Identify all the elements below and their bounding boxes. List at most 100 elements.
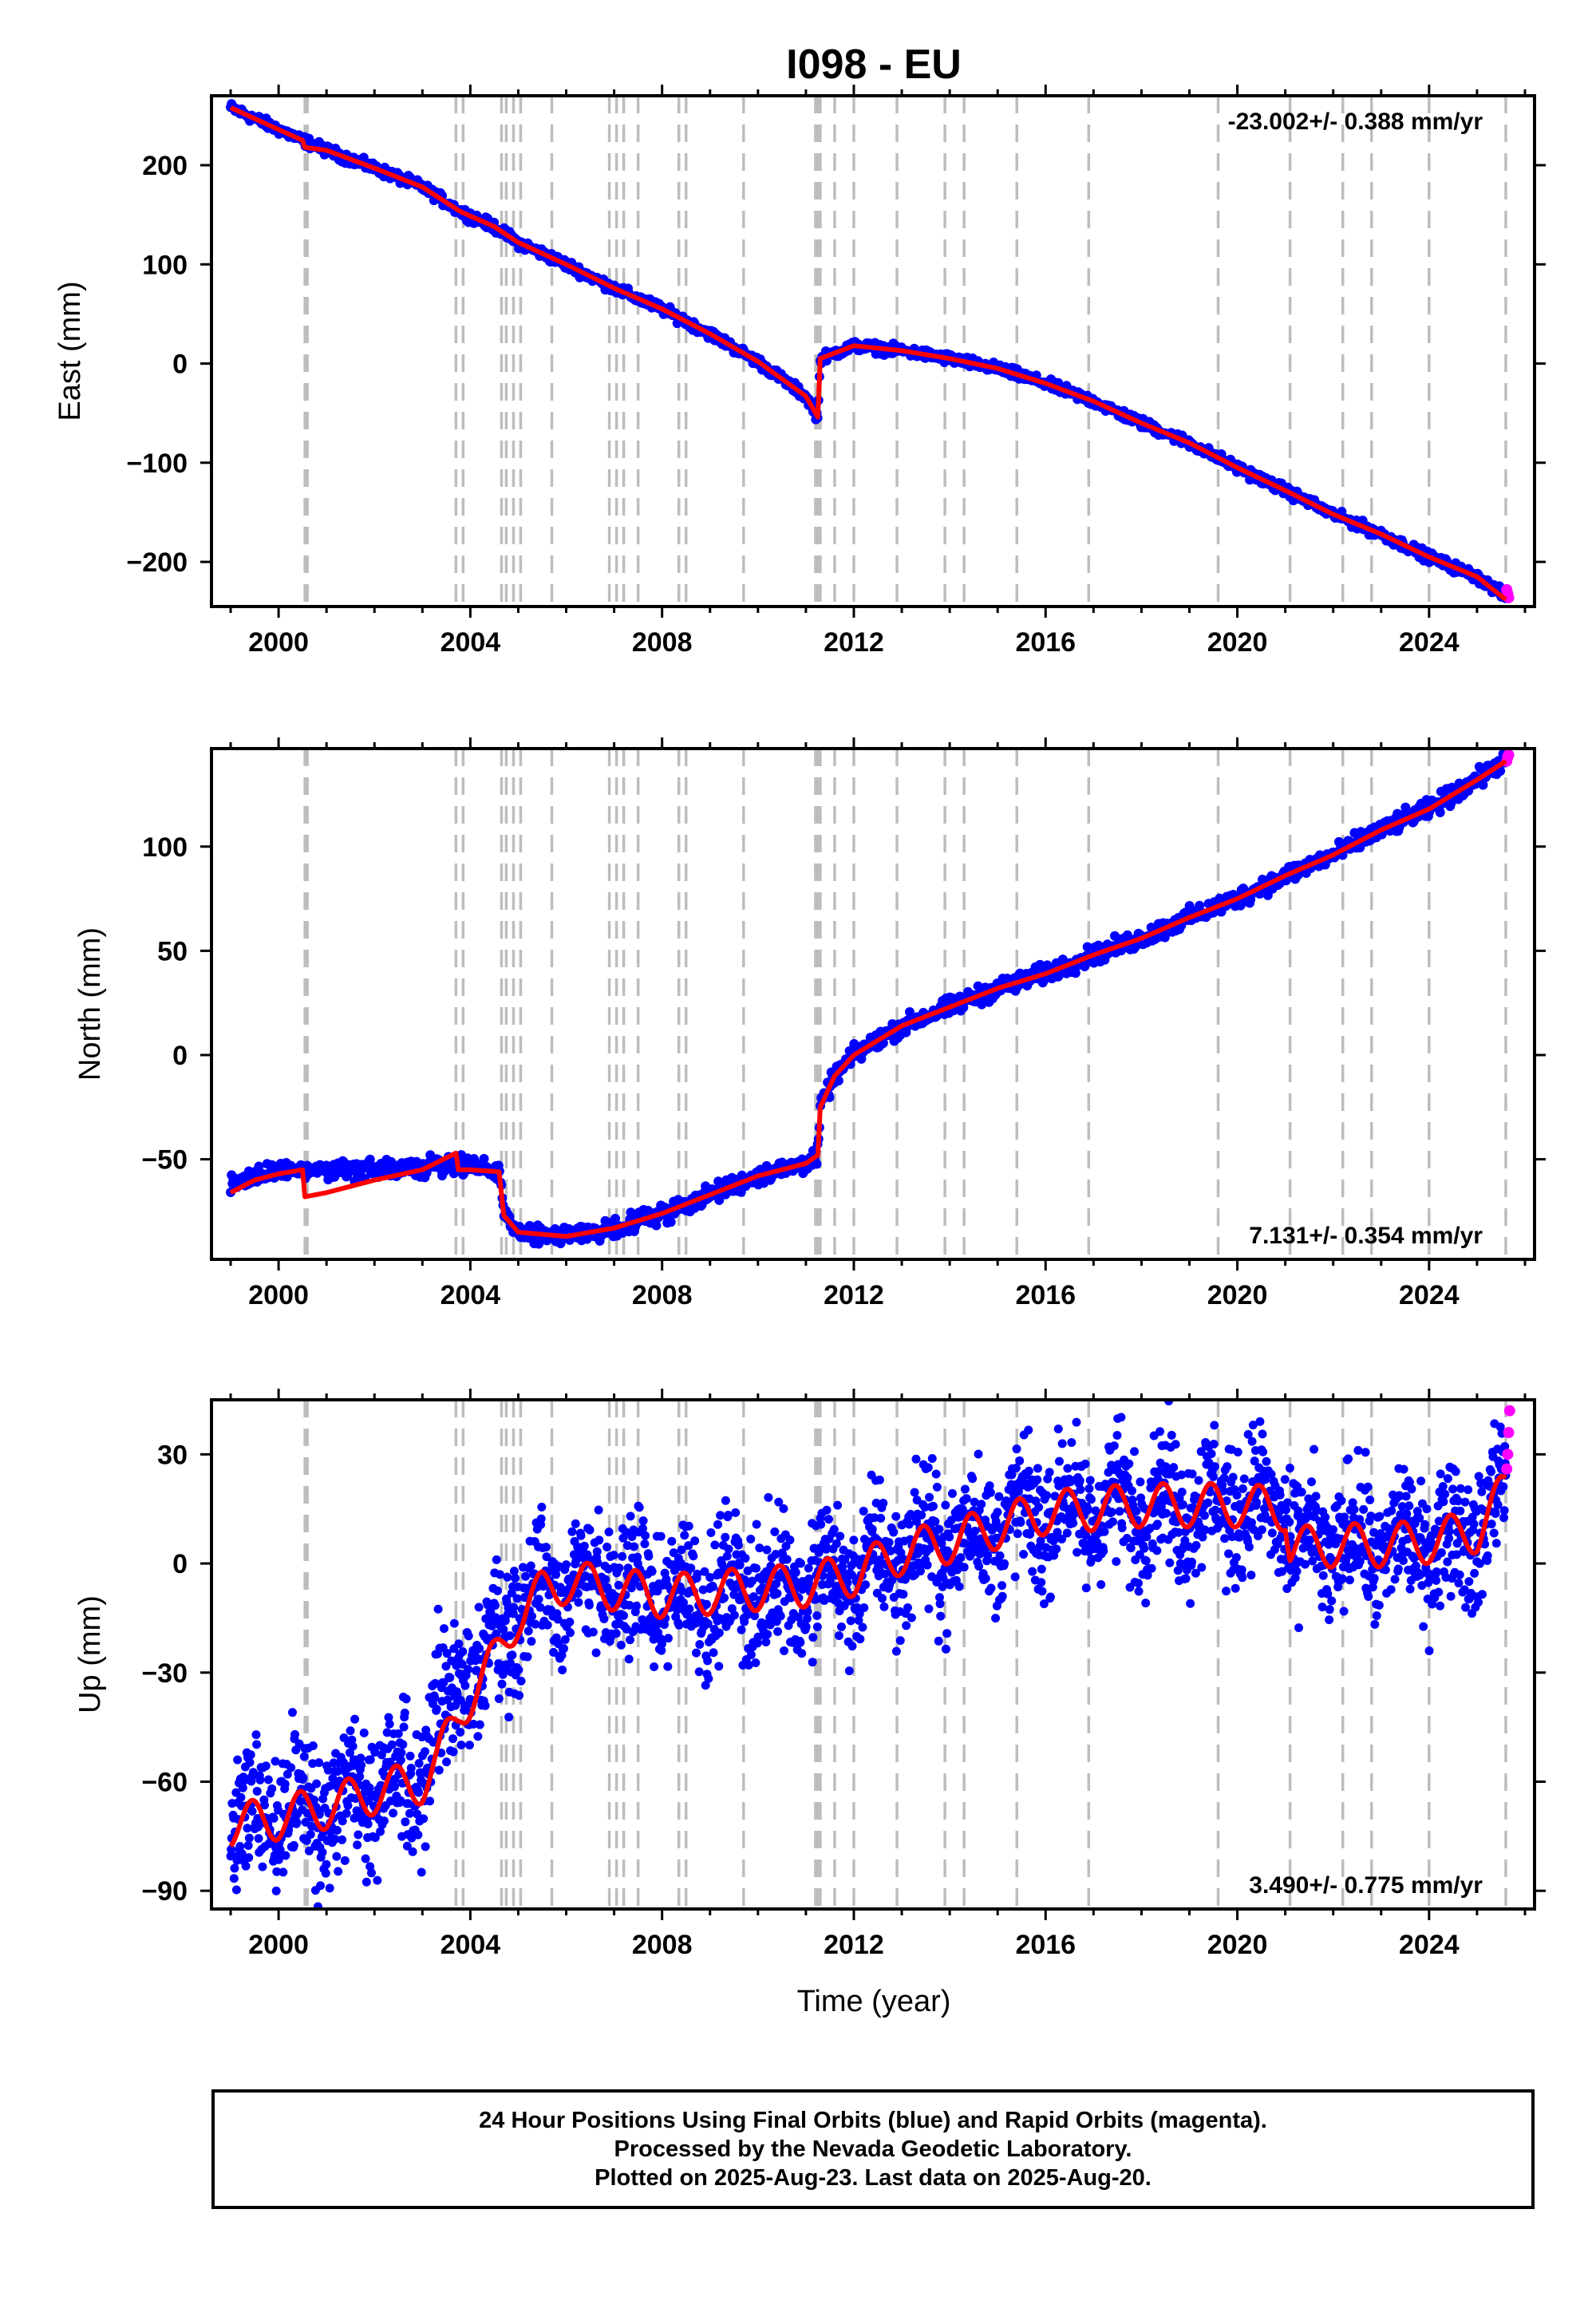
final-orbit-point (902, 1621, 911, 1630)
final-orbit-point (370, 1833, 380, 1843)
final-orbit-point (876, 1513, 886, 1523)
final-orbit-point (656, 1531, 666, 1541)
final-orbit-point (1076, 1484, 1085, 1494)
final-orbit-point (785, 1535, 795, 1545)
final-orbit-point (1435, 807, 1445, 817)
final-orbit-point (304, 1846, 314, 1856)
final-orbit-point (593, 1558, 602, 1567)
final-orbit-point (1080, 1459, 1090, 1468)
final-orbit-point (686, 1563, 696, 1573)
final-orbit-point (535, 1603, 545, 1612)
final-orbit-point (721, 1496, 730, 1505)
final-orbit-point (1072, 1417, 1081, 1427)
final-orbit-point (588, 1627, 598, 1637)
final-orbit-point (855, 1634, 865, 1644)
final-orbit-point (1052, 1544, 1061, 1554)
final-orbit-point (1045, 1592, 1055, 1602)
final-orbit-point (243, 1824, 252, 1833)
y-tick-label: 0 (172, 1041, 188, 1071)
final-orbit-point (507, 1588, 516, 1598)
final-orbit-point (650, 1662, 659, 1672)
final-orbit-point (361, 1854, 370, 1863)
final-orbit-point (355, 1772, 365, 1781)
y-tick-label: 0 (172, 350, 188, 380)
final-orbit-point (551, 1570, 561, 1579)
final-orbit-point (1002, 1502, 1012, 1512)
final-orbit-point (1082, 942, 1092, 952)
final-orbit-point (934, 1524, 944, 1534)
final-orbit-point (401, 1694, 411, 1704)
final-orbit-point (974, 1561, 984, 1571)
final-orbit-point (282, 1769, 292, 1779)
final-orbit-point (573, 1588, 583, 1598)
final-orbit-point (956, 1553, 966, 1563)
final-orbit-point (829, 1524, 839, 1534)
final-orbit-point (1400, 802, 1411, 812)
final-orbit-point (714, 1195, 725, 1205)
final-orbit-point (504, 1713, 514, 1722)
y-tick-label: 200 (142, 151, 188, 181)
final-orbit-point (927, 1453, 937, 1463)
final-orbit-point (594, 1505, 603, 1515)
final-orbits-scatter (226, 1400, 1511, 1909)
final-orbit-point (1167, 1430, 1176, 1440)
final-orbit-point (935, 1599, 945, 1609)
final-orbit-point (911, 1454, 921, 1464)
final-orbit-point (977, 1538, 986, 1547)
x-tick-label: 2012 (824, 1280, 884, 1310)
final-orbit-point (350, 1714, 360, 1724)
final-orbit-point (229, 1874, 239, 1883)
final-orbit-point (993, 1508, 1002, 1517)
final-orbit-point (579, 1541, 589, 1551)
final-orbit-point (1109, 1441, 1119, 1451)
final-orbit-point (509, 1567, 519, 1576)
final-orbit-point (430, 1678, 440, 1688)
final-orbit-point (585, 1525, 595, 1535)
final-orbit-point (986, 1488, 995, 1497)
final-orbit-point (456, 1728, 465, 1737)
final-orbit-point (505, 1658, 515, 1668)
rate-label: -23.002+/- 0.388 mm/yr (1228, 109, 1483, 135)
final-orbit-point (960, 1484, 970, 1494)
final-orbit-point (722, 1551, 732, 1561)
final-orbit-point (492, 1586, 502, 1595)
final-orbit-point (945, 1532, 954, 1542)
final-orbit-point (1041, 1491, 1051, 1500)
final-orbit-point (366, 1868, 376, 1878)
final-orbit-point (354, 1830, 363, 1840)
final-orbit-point (812, 1622, 822, 1631)
final-orbit-point (534, 1595, 543, 1604)
final-orbit-point (644, 1551, 654, 1561)
final-orbit-point (928, 1501, 938, 1511)
final-orbit-point (936, 1611, 946, 1621)
final-orbit-point (500, 1616, 510, 1626)
final-orbit-point (714, 1628, 724, 1638)
final-orbit-point (408, 1847, 417, 1856)
final-orbit-point (480, 1701, 490, 1710)
final-orbit-point (772, 1579, 781, 1588)
final-orbit-point (834, 1630, 843, 1640)
final-orbit-point (638, 1524, 647, 1533)
final-orbit-point (332, 1825, 342, 1835)
final-orbit-point (782, 1555, 792, 1564)
final-orbit-point (1037, 1564, 1046, 1574)
final-orbit-point (703, 1656, 713, 1666)
final-orbit-point (457, 1659, 467, 1669)
final-orbit-point (576, 1531, 586, 1540)
final-orbit-point (389, 1808, 398, 1818)
final-orbit-point (1092, 1538, 1102, 1547)
final-orbit-point (254, 1834, 263, 1844)
final-orbit-point (302, 1836, 311, 1845)
final-orbit-point (356, 1753, 365, 1763)
final-orbit-point (592, 1547, 602, 1556)
final-orbit-point (693, 1569, 702, 1579)
final-orbit-point (1053, 1425, 1063, 1434)
final-orbit-point (559, 1644, 568, 1654)
final-orbit-point (674, 1620, 684, 1630)
final-orbit-point (752, 1520, 761, 1529)
final-orbit-point (746, 1650, 756, 1659)
model-line (229, 105, 1507, 602)
final-orbit-point (246, 1750, 255, 1760)
final-orbit-point (261, 1761, 271, 1771)
final-orbit-point (614, 1563, 624, 1573)
